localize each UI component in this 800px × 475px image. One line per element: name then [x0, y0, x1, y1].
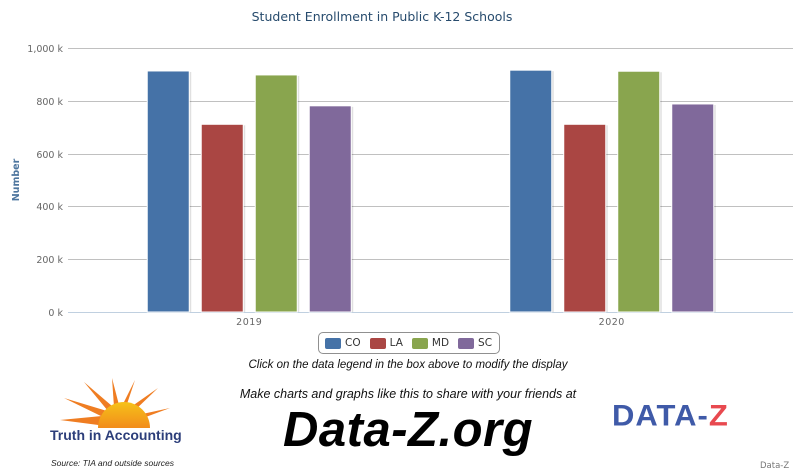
legend-swatch: [369, 337, 386, 349]
legend-swatch: [411, 337, 428, 349]
y-tick-label: 400 k: [36, 202, 63, 213]
legend-item-sc[interactable]: SC: [458, 337, 492, 349]
bar-md-2020[interactable]: [617, 70, 661, 313]
y-axis-title: Number: [11, 158, 22, 201]
bar-sc-2020[interactable]: [671, 103, 715, 313]
chart-credit: Data-Z: [760, 461, 790, 471]
bar-co-2019[interactable]: [146, 70, 190, 313]
legend-hint: Click on the data legend in the box abov…: [248, 359, 568, 371]
legend-label: MD: [431, 337, 450, 349]
legend-swatch: [458, 337, 475, 349]
y-tick-label: 0 k: [48, 308, 63, 319]
legend-label: LA: [389, 337, 403, 349]
chart-title: Student Enrollment in Public K-12 School…: [251, 9, 513, 24]
bar-la-2019[interactable]: [200, 123, 244, 313]
legend-item-co[interactable]: CO: [325, 337, 361, 349]
tia-name: Truth in Accounting: [50, 427, 182, 443]
bar-la-2020[interactable]: [563, 123, 607, 313]
legend-item-md[interactable]: MD: [411, 337, 450, 349]
y-tick-label: 200 k: [36, 255, 63, 266]
sun-logo-icon: [60, 378, 170, 428]
dataz-logo: DATA-Z: [612, 399, 729, 433]
source-note: Source: TIA and outside sources: [51, 458, 175, 468]
legend-item-la[interactable]: LA: [369, 337, 403, 349]
bar-sc-2019[interactable]: [308, 105, 352, 313]
share-hint: Make charts and graphs like this to shar…: [239, 387, 577, 401]
bar-co-2020[interactable]: [509, 69, 553, 313]
site-link[interactable]: Data-Z.org: [283, 403, 533, 457]
x-tick-label: 2019: [236, 317, 262, 328]
y-tick-label: 1,000 k: [27, 44, 63, 55]
bar-md-2019[interactable]: [254, 74, 298, 313]
legend-label: CO: [345, 337, 361, 349]
chart-plot: 0 k 200 k 400 k 600 k 800 k 1,000 k Number 2019…: [11, 44, 793, 328]
legend-label: SC: [478, 337, 493, 349]
y-tick-label: 800 k: [36, 97, 63, 108]
chart-legend: CO LA MD SC: [318, 332, 501, 354]
dataz-logo-left: DATA-: [612, 398, 709, 433]
x-tick-label: 2020: [599, 317, 625, 328]
legend-swatch: [325, 337, 341, 349]
dataz-logo-z: Z: [708, 398, 729, 433]
y-tick-label: 600 k: [36, 150, 63, 161]
